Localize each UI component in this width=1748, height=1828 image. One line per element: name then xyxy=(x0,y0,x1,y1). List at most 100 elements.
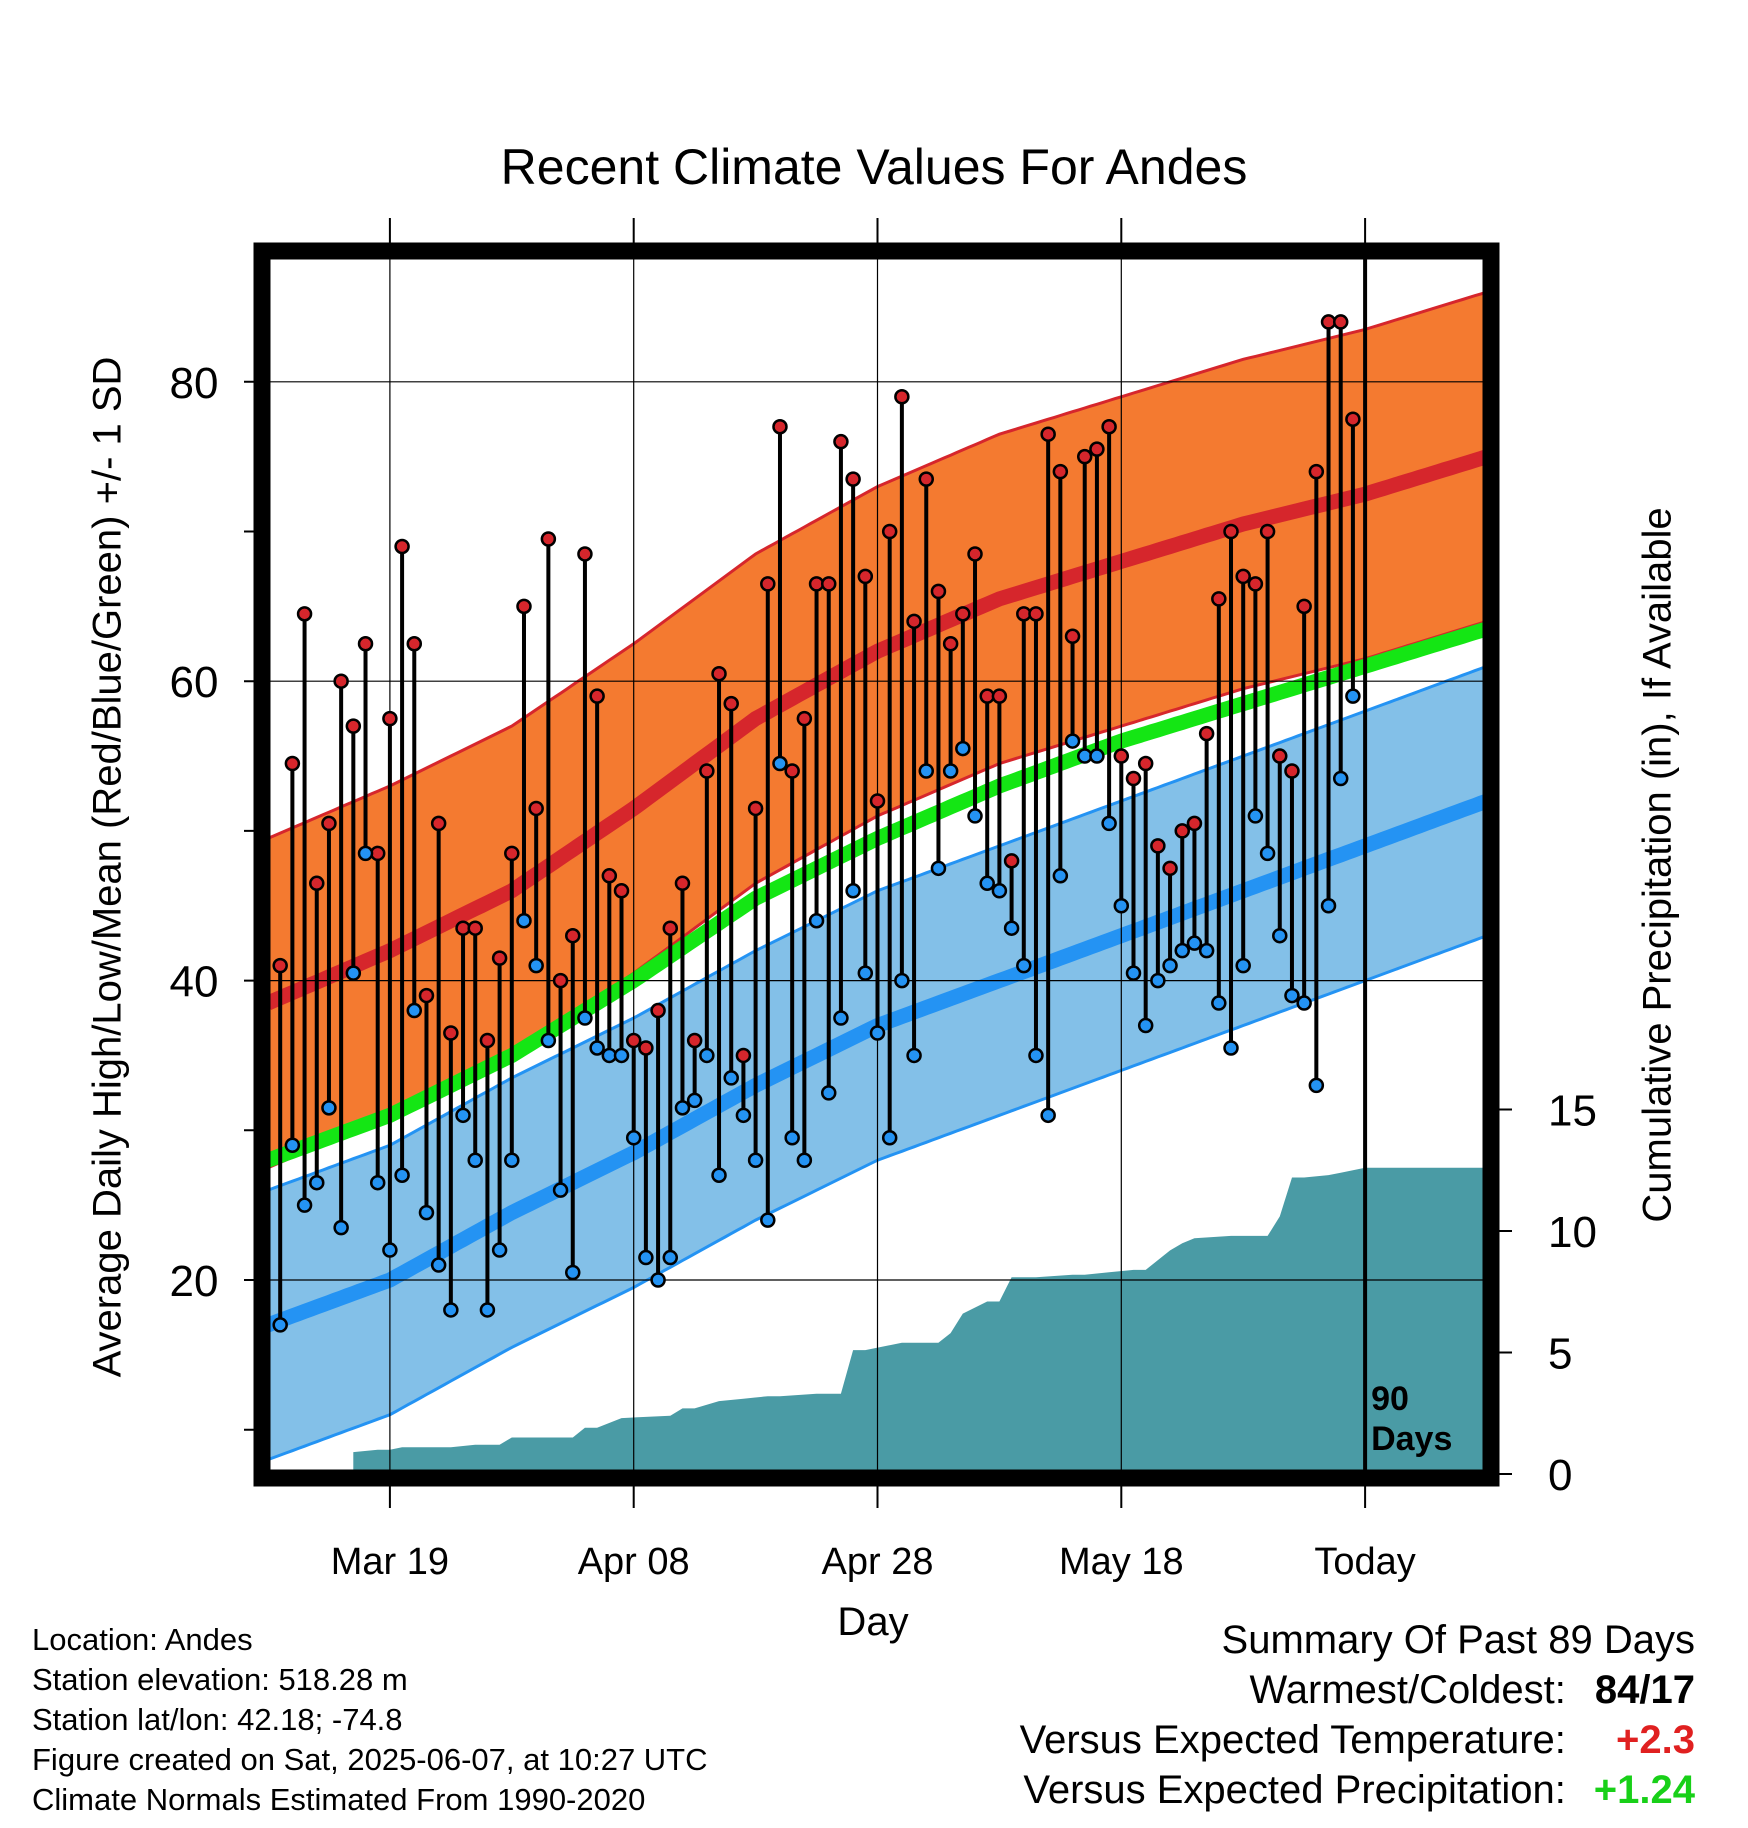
low-point xyxy=(309,1174,325,1191)
low-point xyxy=(357,845,374,862)
low-point xyxy=(467,1152,483,1168)
low-point xyxy=(967,808,983,824)
low-point xyxy=(808,912,825,929)
high-point xyxy=(1235,568,1251,585)
low-point xyxy=(1016,957,1032,974)
high-point xyxy=(479,1032,496,1049)
low-point xyxy=(833,1010,849,1026)
high-point xyxy=(309,875,325,892)
latlon-text: Station lat/lon: 42.18; -74.8 xyxy=(32,1702,403,1737)
high-point xyxy=(735,1047,752,1064)
low-point xyxy=(333,1219,349,1236)
plot-frame xyxy=(253,242,1500,1487)
high-point xyxy=(1332,314,1349,330)
high-point xyxy=(772,418,788,435)
high-point xyxy=(357,636,374,652)
high-point xyxy=(930,583,947,600)
high-point xyxy=(345,718,362,734)
summary-temp-row: Versus Expected Temperature: +2.3 xyxy=(1020,1715,1695,1765)
high-point xyxy=(955,606,971,622)
high-point xyxy=(418,987,435,1004)
low-point xyxy=(650,1272,666,1288)
high-point xyxy=(467,920,483,936)
low-point xyxy=(1235,957,1251,974)
high-point xyxy=(394,538,410,555)
high-point xyxy=(796,710,813,727)
temp-anomaly-value: +2.3 xyxy=(1616,1718,1695,1762)
y2-tick-label: 0 xyxy=(1548,1451,1572,1500)
x-tick-label: Mar 19 xyxy=(331,1541,449,1583)
low-point xyxy=(491,1242,508,1258)
high-point xyxy=(686,1032,703,1049)
high-point xyxy=(321,815,337,832)
low-point xyxy=(918,763,935,779)
low-point xyxy=(638,1249,654,1266)
high-point xyxy=(1101,418,1117,435)
high-point xyxy=(613,883,630,899)
low-point xyxy=(589,1040,605,1056)
normals-text: Climate Normals Estimated From 1990-2020 xyxy=(32,1782,646,1817)
high-point xyxy=(1064,628,1081,645)
low-point xyxy=(857,965,874,981)
low-point xyxy=(942,763,959,779)
low-point xyxy=(1296,995,1312,1011)
high-point xyxy=(942,636,959,652)
low-point xyxy=(1125,965,1142,981)
low-point xyxy=(382,1242,398,1258)
high-point xyxy=(747,800,764,817)
low-point xyxy=(1198,942,1215,959)
low-point xyxy=(930,860,947,877)
high-point xyxy=(1296,598,1312,615)
low-point xyxy=(613,1047,630,1064)
high-point xyxy=(869,793,886,809)
high-point xyxy=(1272,748,1288,764)
high-point xyxy=(881,523,898,540)
low-point xyxy=(1247,808,1264,824)
high-point xyxy=(1137,755,1154,772)
high-point xyxy=(967,546,983,562)
x-tick-label: Apr 08 xyxy=(578,1541,690,1583)
high-point xyxy=(1186,815,1203,832)
cumulative-precip-area xyxy=(353,1167,1484,1472)
high-point xyxy=(1052,463,1069,480)
high-point xyxy=(1198,725,1215,742)
high-point xyxy=(333,673,349,689)
low-point xyxy=(747,1152,764,1168)
low-point xyxy=(1332,770,1349,787)
high-point xyxy=(1211,591,1227,607)
high-point xyxy=(406,636,423,652)
low-point xyxy=(1259,845,1276,862)
high-point xyxy=(443,1025,459,1041)
marker-label: 90 Days xyxy=(1371,1380,1452,1458)
temp-anomaly-label: Versus Expected Temperature: xyxy=(1019,1718,1566,1762)
high-point xyxy=(1284,763,1300,779)
high-point xyxy=(1174,823,1190,839)
low-point xyxy=(625,1130,642,1146)
high-point xyxy=(625,1032,642,1049)
low-point xyxy=(1052,868,1069,884)
low-point xyxy=(443,1302,459,1318)
low-point xyxy=(1064,733,1081,749)
low-point xyxy=(1174,942,1190,959)
high-point xyxy=(577,546,593,562)
low-point xyxy=(284,1137,301,1154)
low-point xyxy=(662,1249,679,1266)
plot-area: 90 Days xyxy=(268,245,1484,1472)
low-point xyxy=(784,1130,800,1146)
low-point xyxy=(1320,898,1337,914)
low-point xyxy=(869,1025,886,1041)
summary-warmest-row: Warmest/Coldest: 84/17 xyxy=(1020,1665,1696,1715)
y2-tick-label: 5 xyxy=(1548,1330,1572,1379)
low-point xyxy=(1089,748,1105,764)
low-point xyxy=(418,1204,435,1221)
x-tick-label: Apr 28 xyxy=(822,1541,934,1583)
high-point xyxy=(601,868,618,884)
chart-title: Recent Climate Values For Andes xyxy=(500,139,1248,195)
low-point xyxy=(845,883,861,899)
low-point xyxy=(1284,987,1300,1004)
low-point xyxy=(1272,927,1288,944)
low-point xyxy=(735,1107,752,1124)
low-point xyxy=(577,1010,593,1026)
high-point xyxy=(650,1002,666,1019)
low-point xyxy=(430,1257,447,1273)
